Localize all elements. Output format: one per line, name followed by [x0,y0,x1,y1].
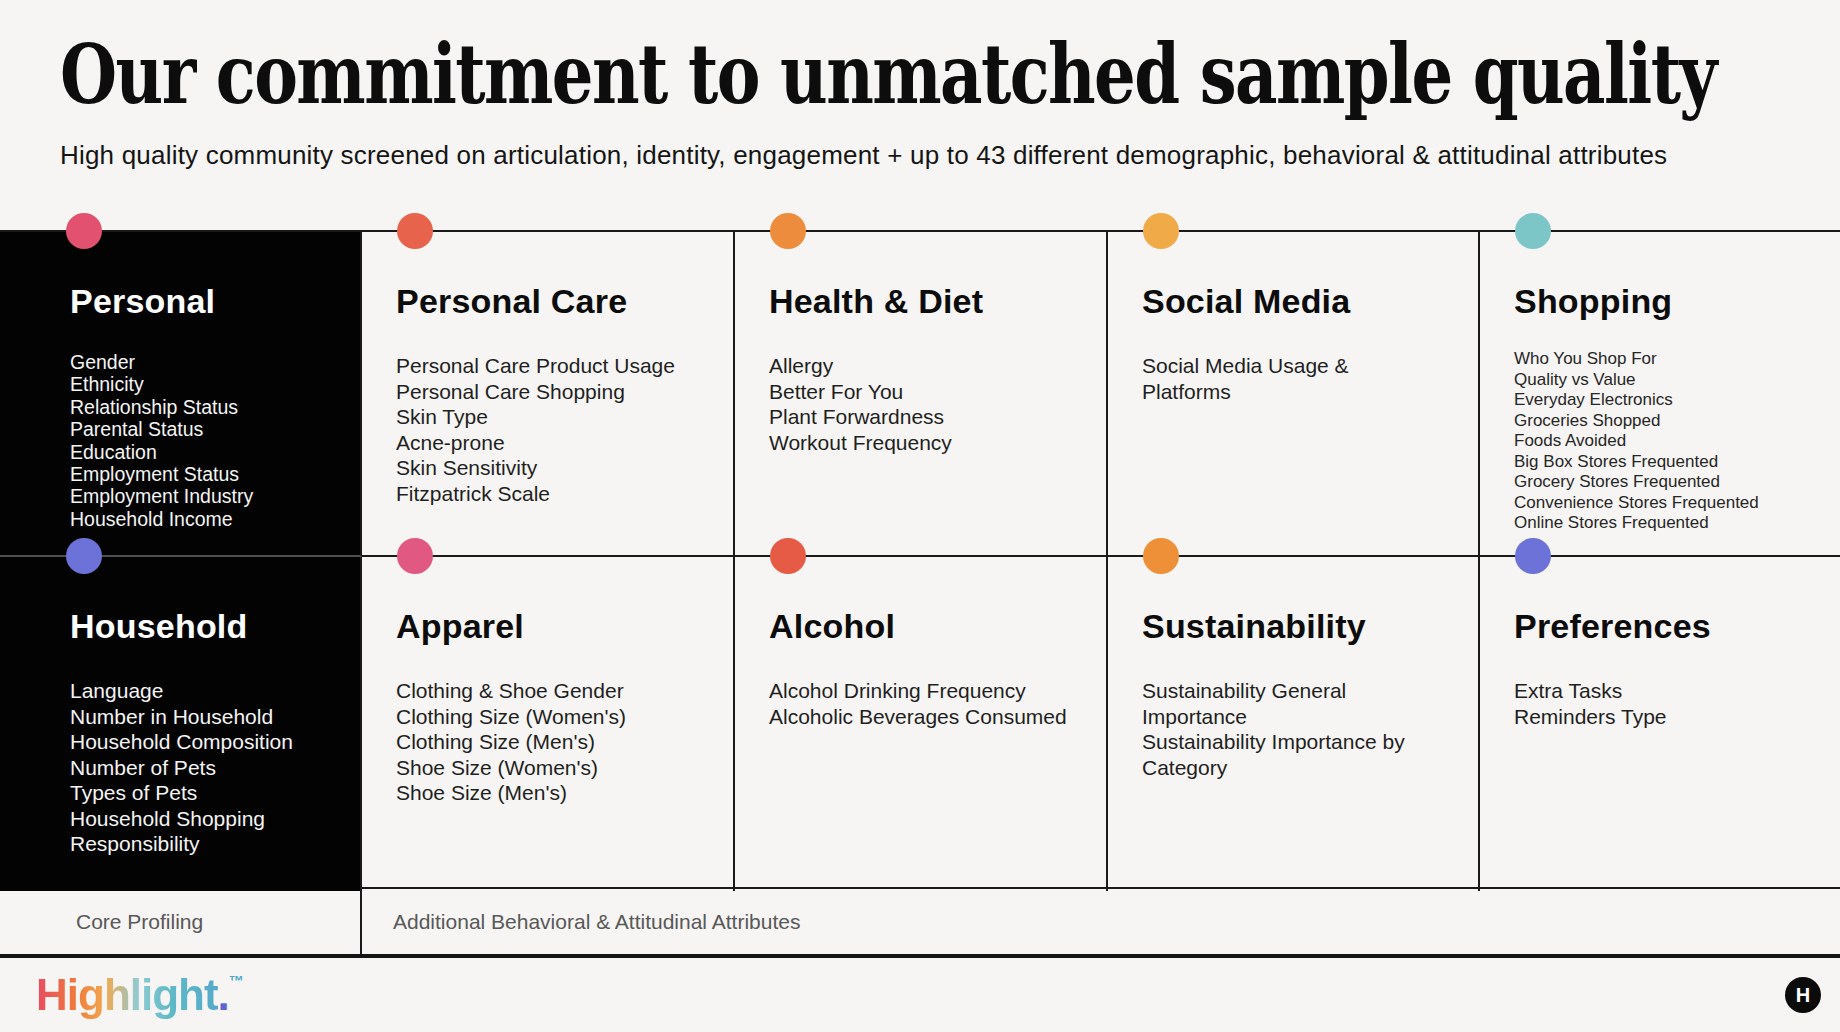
attribute-item: Number of Pets [70,755,322,781]
legend-additional-attributes: Additional Behavioral & Attitudinal Attr… [362,889,1840,954]
category-dot [66,538,102,574]
logo-wordmark: Highlight [36,970,218,1019]
attribute-item: Acne-prone [396,430,695,456]
attribute-item: Online Stores Frequented [1514,513,1802,534]
attribute-list: Personal Care Product UsagePersonal Care… [396,353,695,506]
attribute-item: Big Box Stores Frequented [1514,452,1802,473]
category-dot [1143,213,1179,249]
highlight-h-badge: H [1785,977,1821,1013]
card-personal: Personal GenderEthnicityRelationship Sta… [0,232,362,557]
card-title: Personal [70,282,322,321]
card-title: Household [70,607,322,646]
attribute-item: Social Media Usage & Platforms [1142,353,1440,404]
attribute-item: Gender [70,351,322,373]
badge-letter: H [1796,984,1810,1007]
slide: Our commitment to unmatched sample quali… [0,0,1840,1032]
category-dot [397,538,433,574]
category-dot [770,538,806,574]
card-title: Social Media [1142,282,1440,321]
attribute-item: Alcoholic Beverages Consumed [769,704,1068,730]
attribute-item: Clothing Size (Men's) [396,729,695,755]
attribute-item: Who You Shop For [1514,349,1802,370]
attribute-list: Who You Shop ForQuality vs ValueEveryday… [1514,349,1802,534]
card-title: Sustainability [1142,607,1440,646]
attribute-item: Workout Frequency [769,430,1068,456]
attribute-item: Types of Pets [70,780,322,806]
attribute-item: Plant Forwardness [769,404,1068,430]
card-title: Preferences [1514,607,1802,646]
attribute-card-grid: Personal GenderEthnicityRelationship Sta… [0,230,1840,889]
card-health-diet: Health & Diet AllergyBetter For YouPlant… [735,232,1108,557]
attribute-list: Clothing & Shoe GenderClothing Size (Wom… [396,678,695,806]
card-household: Household LanguageNumber in HouseholdHou… [0,557,362,891]
attribute-item: Number in Household [70,704,322,730]
card-title: Personal Care [396,282,695,321]
attribute-item: Household Composition [70,729,322,755]
attribute-item: Allergy [769,353,1068,379]
attribute-item: Personal Care Product Usage [396,353,695,379]
attribute-item: Extra Tasks [1514,678,1802,704]
category-dot [1143,538,1179,574]
trademark-symbol: ™ [229,972,244,989]
card-preferences: Preferences Extra TasksReminders Type [1480,557,1840,891]
attribute-item: Clothing & Shoe Gender [396,678,695,704]
card-personal-care: Personal Care Personal Care Product Usag… [362,232,735,557]
attribute-item: Education [70,441,322,463]
attribute-item: Sustainability Importance by Category [1142,729,1440,780]
card-social-media: Social Media Social Media Usage & Platfo… [1108,232,1480,557]
card-title: Shopping [1514,282,1802,321]
legend-core-profiling: Core Profiling [0,889,362,954]
attribute-item: Reminders Type [1514,704,1802,730]
card-title: Apparel [396,607,695,646]
attribute-item: Employment Status [70,463,322,485]
attribute-item: Employment Industry [70,485,322,507]
attribute-list: Social Media Usage & Platforms [1142,353,1440,404]
attribute-item: Ethnicity [70,373,322,395]
attribute-item: Alcohol Drinking Frequency [769,678,1068,704]
attribute-item: Shoe Size (Women's) [396,755,695,781]
attribute-item: Everyday Electronics [1514,390,1802,411]
highlight-logo: Highlight.™ [36,970,244,1020]
attribute-item: Parental Status [70,418,322,440]
attribute-item: Foods Avoided [1514,431,1802,452]
card-alcohol: Alcohol Alcohol Drinking FrequencyAlcoho… [735,557,1108,891]
attribute-item: Better For You [769,379,1068,405]
card-title: Health & Diet [769,282,1068,321]
legend-row: Core Profiling Additional Behavioral & A… [0,889,1840,958]
attribute-item: Fitzpatrick Scale [396,481,695,507]
category-dot [1515,213,1551,249]
attribute-item: Household Shopping Responsibility [70,806,322,857]
attribute-item: Household Income [70,508,322,530]
attribute-list: LanguageNumber in HouseholdHousehold Com… [70,678,322,857]
page-subtitle: High quality community screened on artic… [60,140,1667,171]
attribute-item: Clothing Size (Women's) [396,704,695,730]
logo-period: . [218,970,229,1019]
category-dot [1515,538,1551,574]
card-sustainability: Sustainability Sustainability General Im… [1108,557,1480,891]
attribute-item: Groceries Shopped [1514,411,1802,432]
attribute-item: Relationship Status [70,396,322,418]
attribute-item: Personal Care Shopping [396,379,695,405]
attribute-list: AllergyBetter For YouPlant ForwardnessWo… [769,353,1068,455]
card-apparel: Apparel Clothing & Shoe GenderClothing S… [362,557,735,891]
attribute-item: Shoe Size (Men's) [396,780,695,806]
attribute-item: Convenience Stores Frequented [1514,493,1802,514]
attribute-item: Sustainability General Importance [1142,678,1440,729]
card-title: Alcohol [769,607,1068,646]
attribute-item: Language [70,678,322,704]
page-title: Our commitment to unmatched sample quali… [60,26,1716,123]
attribute-list: Alcohol Drinking FrequencyAlcoholic Beve… [769,678,1068,729]
attribute-item: Quality vs Value [1514,370,1802,391]
category-dot [770,213,806,249]
attribute-item: Grocery Stores Frequented [1514,472,1802,493]
card-shopping: Shopping Who You Shop ForQuality vs Valu… [1480,232,1840,557]
attribute-list: GenderEthnicityRelationship StatusParent… [70,351,322,530]
attribute-item: Skin Type [396,404,695,430]
attribute-list: Extra TasksReminders Type [1514,678,1802,729]
category-dot [66,213,102,249]
attribute-list: Sustainability General ImportanceSustain… [1142,678,1440,780]
category-dot [397,213,433,249]
attribute-item: Skin Sensitivity [396,455,695,481]
